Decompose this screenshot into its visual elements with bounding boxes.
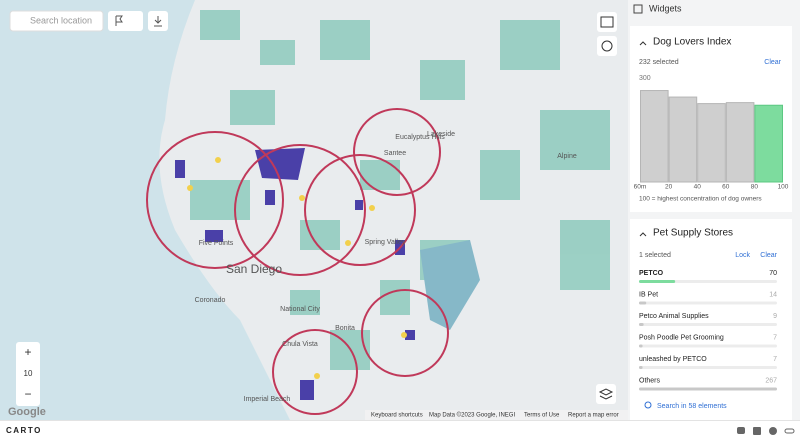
panel-header: Widgets <box>649 3 682 13</box>
place-label: Alpine <box>557 153 577 160</box>
place-label: Five Points <box>199 240 234 247</box>
draw-icon <box>115 15 123 26</box>
store-bar <box>639 301 647 305</box>
store-bar <box>639 344 643 348</box>
clear-button[interactable]: Clear <box>764 59 781 66</box>
attribution-link: Map Data ©2023 Google, INEGI <box>429 412 515 419</box>
widget-title: Dog Lovers Index <box>653 37 731 48</box>
layers-icon <box>598 388 614 400</box>
panel-toggle[interactable] <box>597 12 617 32</box>
selection-count: 1 selected <box>639 252 671 259</box>
link-icon[interactable] <box>784 428 795 434</box>
store-bar-track <box>639 301 777 305</box>
zoom-out[interactable]: − <box>24 387 31 401</box>
lake-tract <box>420 240 480 330</box>
ocean <box>0 0 290 420</box>
store-name: Posh Poodle Pet Grooming <box>639 334 724 341</box>
bin-label: 40 <box>694 184 702 191</box>
histogram-bar <box>725 102 755 183</box>
place-label: Spring Valley <box>365 239 406 246</box>
lock-button[interactable]: Lock <box>735 252 750 259</box>
social-icons <box>737 427 795 435</box>
bin-label: 100 <box>778 184 789 191</box>
store-count: 7 <box>773 334 777 341</box>
place-label: Lakeside <box>427 131 455 138</box>
place-label: San Diego <box>226 262 282 276</box>
info-icon <box>601 40 613 52</box>
store-name: unleashed by PETCO <box>639 356 707 363</box>
place-label: Imperial Beach <box>244 396 291 403</box>
bin-label: 60m <box>634 184 647 191</box>
attribution-link: Keyboard shortcuts <box>371 413 423 419</box>
google-logo: Google <box>8 406 46 418</box>
store-count: 70 <box>769 270 777 277</box>
attribution-bar <box>365 410 628 420</box>
zoom-in[interactable]: + <box>24 345 31 359</box>
linkedin-icon[interactable] <box>753 427 761 435</box>
zoom-level: 10 <box>24 369 33 378</box>
histogram-caption: 100 = highest concentration of dog owner… <box>639 196 762 203</box>
histogram-bar <box>668 96 698 183</box>
histogram-bar <box>640 90 669 183</box>
store-bar <box>639 387 777 391</box>
store-bar <box>639 323 644 326</box>
store-bar <box>639 366 643 369</box>
zoom-control <box>16 342 40 406</box>
histogram-max: 300 <box>639 75 651 82</box>
store-count: 14 <box>769 291 777 298</box>
store-name: PETCO <box>639 270 664 277</box>
store-bar <box>639 280 676 283</box>
store-name: Petco Animal Supplies <box>639 313 709 320</box>
search-elements[interactable]: Search in 58 elements <box>657 403 727 410</box>
store-count: 9 <box>773 313 777 320</box>
tracts <box>190 10 610 370</box>
place-label: Bonita <box>335 325 355 332</box>
store-name: Others <box>639 377 661 384</box>
facebook-icon[interactable] <box>769 427 777 435</box>
histogram-bar <box>697 103 726 183</box>
draw-tool[interactable] <box>108 11 143 31</box>
clear-button[interactable]: Clear <box>760 252 777 259</box>
store-name: IB Pet <box>639 291 658 298</box>
attribution-link: Terms of Use <box>524 413 560 419</box>
histogram-bar <box>754 104 784 183</box>
store-count: 267 <box>765 377 777 384</box>
info-button[interactable] <box>597 36 617 56</box>
place-label: National City <box>280 306 320 313</box>
bin-label: 20 <box>665 184 673 191</box>
store-bar-track <box>639 366 777 369</box>
twitter-icon[interactable] <box>737 427 745 434</box>
store-bar-track <box>639 323 777 326</box>
collapse-icon[interactable] <box>639 41 647 46</box>
store-bar-track <box>639 344 777 348</box>
download-icon <box>154 16 162 27</box>
place-label: Santee <box>384 150 406 157</box>
brand: CARTO <box>6 426 42 435</box>
pet-stores-card <box>630 219 792 420</box>
collapse-icon[interactable] <box>639 232 647 237</box>
widgets-icon <box>633 4 643 14</box>
selection-count: 232 selected <box>639 59 679 66</box>
widget-title: Pet Supply Stores <box>653 228 733 239</box>
store-count: 7 <box>773 356 777 363</box>
attribution-link: Report a map error <box>568 413 619 419</box>
layers-button[interactable] <box>596 384 616 404</box>
search-placeholder: Search location <box>30 15 92 25</box>
panel-icon <box>600 16 614 28</box>
search-box[interactable] <box>9 10 104 32</box>
radius-circles <box>146 108 449 415</box>
place-label: Chula Vista <box>282 341 318 348</box>
search-icon <box>644 401 652 409</box>
place-label: Eucalyptus Hills <box>395 134 445 141</box>
bin-label: 80 <box>751 184 759 191</box>
bin-label: 60 <box>722 184 730 191</box>
place-label: Coronado <box>195 297 226 304</box>
store-points <box>187 157 407 379</box>
